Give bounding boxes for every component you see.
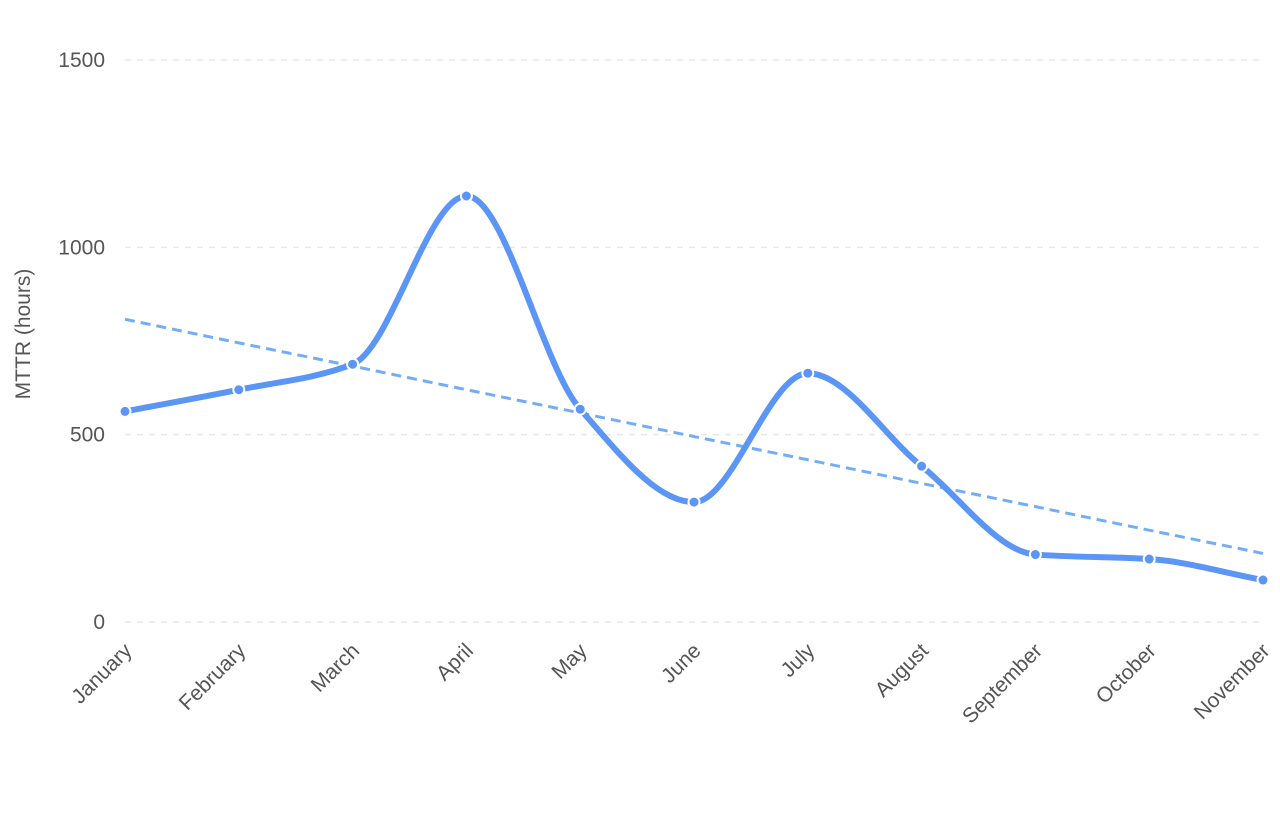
x-tick-label: February xyxy=(175,639,251,715)
data-point-marker[interactable] xyxy=(801,366,815,380)
data-point-marker[interactable] xyxy=(687,495,701,509)
y-tick-label: 1500 xyxy=(58,49,105,72)
x-tick-label: November xyxy=(1190,639,1275,724)
data-point-marker[interactable] xyxy=(459,189,473,203)
x-tick-label: August xyxy=(871,639,934,702)
x-tick-label: October xyxy=(1092,639,1161,708)
mttr-series-line xyxy=(122,193,1266,584)
x-tick-label: September xyxy=(958,639,1047,728)
data-point-marker[interactable] xyxy=(573,402,587,416)
data-point-marker[interactable] xyxy=(1028,548,1042,562)
y-gridlines xyxy=(125,59,1263,623)
x-tick-label: January xyxy=(67,639,136,708)
data-point-marker[interactable] xyxy=(915,459,929,473)
y-tick-label: 1000 xyxy=(58,236,105,259)
x-tick-label: April xyxy=(432,639,478,685)
x-tick-label: May xyxy=(547,639,592,684)
series-layer xyxy=(118,189,1270,587)
x-tick-label: June xyxy=(657,639,705,687)
trend-line xyxy=(124,317,1264,555)
data-point-marker[interactable] xyxy=(232,383,246,397)
y-tick-labels: 0 500 1000 1500 xyxy=(58,49,105,634)
y-axis-title: MTTR (hours) xyxy=(12,269,35,400)
x-tick-label: July xyxy=(777,639,820,682)
data-point-marker[interactable] xyxy=(1256,573,1270,587)
x-tick-labels: January February March April May June July Augu… xyxy=(67,639,1274,728)
y-tick-label: 0 xyxy=(93,611,105,634)
data-point-marker[interactable] xyxy=(118,404,132,418)
x-tick-label: March xyxy=(307,639,365,697)
y-tick-label: 500 xyxy=(70,424,105,447)
data-point-marker[interactable] xyxy=(346,357,360,371)
data-point-marker[interactable] xyxy=(1142,552,1156,566)
